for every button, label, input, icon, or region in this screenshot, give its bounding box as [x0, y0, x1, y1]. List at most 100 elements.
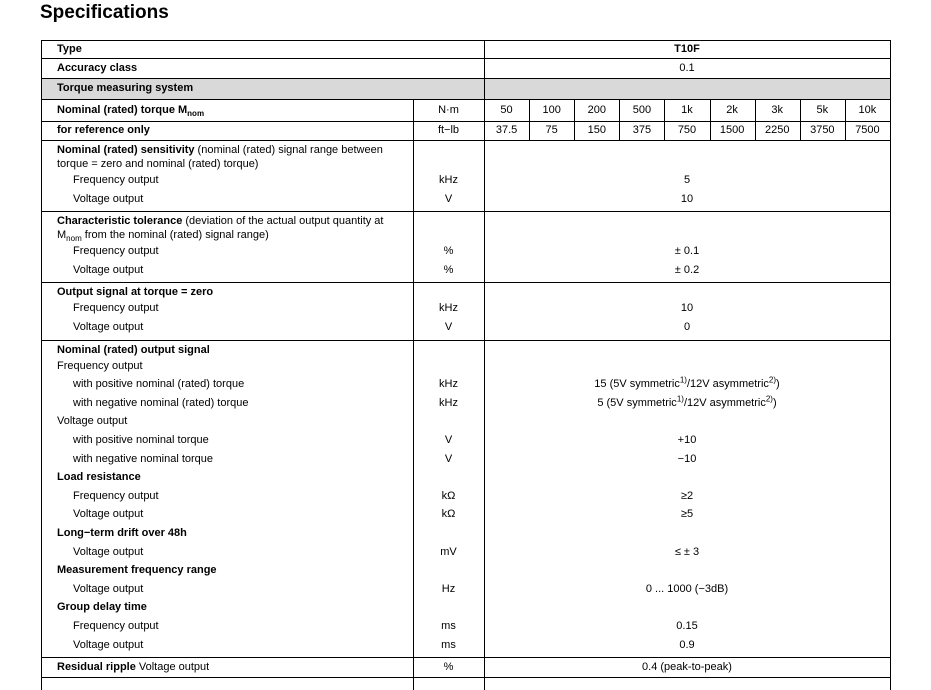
- torque-value: 1500: [719, 124, 745, 136]
- rule: [529, 99, 530, 140]
- torque-value: 50: [500, 104, 513, 116]
- heading: Residual ripple: [57, 661, 136, 674]
- page-title: Specifications: [40, 2, 169, 23]
- note: (deviation of the actual output quantity…: [57, 215, 384, 243]
- row-label: Voltage output: [73, 545, 144, 558]
- block-heading: Residual ripple Voltage output: [57, 660, 407, 674]
- block-heading: Nominal (rated) output signal: [57, 343, 407, 357]
- torque-value: 100: [542, 104, 561, 116]
- rule: [41, 40, 42, 690]
- row-label: Voltage output: [73, 192, 144, 205]
- heading: Output signal at torque = zero: [57, 286, 214, 299]
- unit: ms: [441, 620, 456, 632]
- unit: mV: [440, 545, 457, 558]
- torque-value: 500: [632, 104, 652, 116]
- section-band: [41, 78, 890, 99]
- unit: ms: [441, 638, 456, 651]
- row-label: Group delay time: [57, 601, 147, 614]
- block-heading: Characteristic tolerance (deviation of th…: [57, 214, 407, 243]
- value: 0.15: [676, 620, 698, 632]
- row-label: for reference only: [57, 124, 150, 136]
- row-label: Frequency output: [73, 245, 159, 258]
- rule: [755, 99, 756, 140]
- note: Voltage output: [138, 661, 210, 674]
- value: 5 (5V symmetric: [597, 396, 677, 409]
- row-label: Load resistance: [57, 471, 141, 484]
- unit: %: [443, 245, 454, 258]
- row-label: Measurement frequency range: [57, 564, 217, 577]
- rule: [710, 99, 711, 140]
- rule: [41, 40, 891, 41]
- rule: [800, 99, 801, 140]
- value: ≥5: [680, 508, 694, 521]
- rule: [41, 677, 891, 678]
- unit: V: [444, 434, 453, 446]
- torque-value: 1k: [681, 104, 693, 116]
- row-label: Frequency output: [73, 489, 159, 502]
- row-label: Long−term drift over 48h: [57, 527, 187, 539]
- rule: [845, 99, 846, 140]
- unit: Hz: [441, 582, 456, 595]
- value: −10: [677, 452, 697, 465]
- unit: kHz: [439, 174, 458, 186]
- row-label: Frequency output: [73, 620, 159, 632]
- value: 0.4 (peak-to-peak): [642, 661, 732, 674]
- rule: [41, 78, 891, 79]
- value-sup: 1): [679, 375, 687, 385]
- unit: kΩ: [441, 489, 456, 502]
- torque-value: 750: [677, 124, 697, 136]
- note: (deviation of the actual output quantity…: [57, 215, 384, 242]
- value: 0.9: [679, 638, 695, 651]
- torque-value: 10k: [858, 104, 877, 116]
- row-label: Voltage output: [73, 263, 144, 276]
- unit: %: [443, 263, 454, 276]
- value: 10: [680, 192, 694, 205]
- row-label: Frequency output: [73, 174, 159, 186]
- value: ± 0.2: [674, 263, 700, 276]
- value: ± 0.1: [674, 245, 700, 258]
- torque-value: 200: [587, 104, 606, 116]
- value: 10: [680, 302, 694, 315]
- torque-value: 5k: [816, 104, 829, 116]
- torque-value: 7500: [855, 124, 880, 136]
- heading: Characteristic tolerance: [57, 215, 183, 228]
- section-title: Torque measuring system: [57, 82, 194, 94]
- row-label: Type: [57, 43, 82, 55]
- unit: ft−lb: [437, 124, 460, 136]
- unit: kHz: [439, 378, 458, 391]
- row-label: Frequency output: [57, 359, 143, 372]
- unit: kHz: [439, 396, 458, 409]
- value-sup: 2): [765, 394, 773, 404]
- value: 15 (5V symmetric: [594, 378, 680, 391]
- value: 0: [683, 321, 691, 333]
- rule: [890, 40, 891, 690]
- block-heading: Nominal (rated) sensitivity (nominal (rat…: [57, 143, 407, 171]
- rule: [41, 58, 891, 59]
- value: 15 (5V symmetric1)/12V asymmetric2)): [484, 375, 890, 394]
- rule: [484, 40, 485, 690]
- unit: %: [443, 661, 454, 674]
- torque-value: 150: [587, 124, 606, 136]
- value-sup: 1): [676, 394, 684, 404]
- value: /12V asymmetric: [686, 378, 769, 391]
- row-label: Voltage output: [57, 415, 128, 428]
- value: ≤ ± 3: [674, 545, 700, 558]
- rule: [41, 282, 891, 283]
- unit: kHz: [439, 302, 458, 315]
- value: 5 (5V symmetric1)/12V asymmetric2)): [484, 394, 890, 413]
- row-value: T10F: [674, 43, 700, 55]
- row-label: with positive nominal (rated) torque: [73, 378, 245, 391]
- row-label: Accuracy class: [57, 62, 138, 74]
- heading: Nominal (rated) sensitivity: [57, 144, 195, 156]
- value: +10: [677, 434, 697, 446]
- rule: [413, 99, 414, 690]
- value: 0 ... 1000 (−3dB): [645, 582, 729, 595]
- row-label: Frequency output: [73, 302, 159, 315]
- row-label: Voltage output: [73, 582, 144, 595]
- value: /12V asymmetric: [683, 396, 766, 409]
- torque-value: 3k: [771, 104, 784, 116]
- rule: [619, 99, 620, 140]
- heading: Nominal (rated) output signal: [57, 343, 210, 356]
- row-label: Nominal (rated) torque M: [57, 104, 188, 116]
